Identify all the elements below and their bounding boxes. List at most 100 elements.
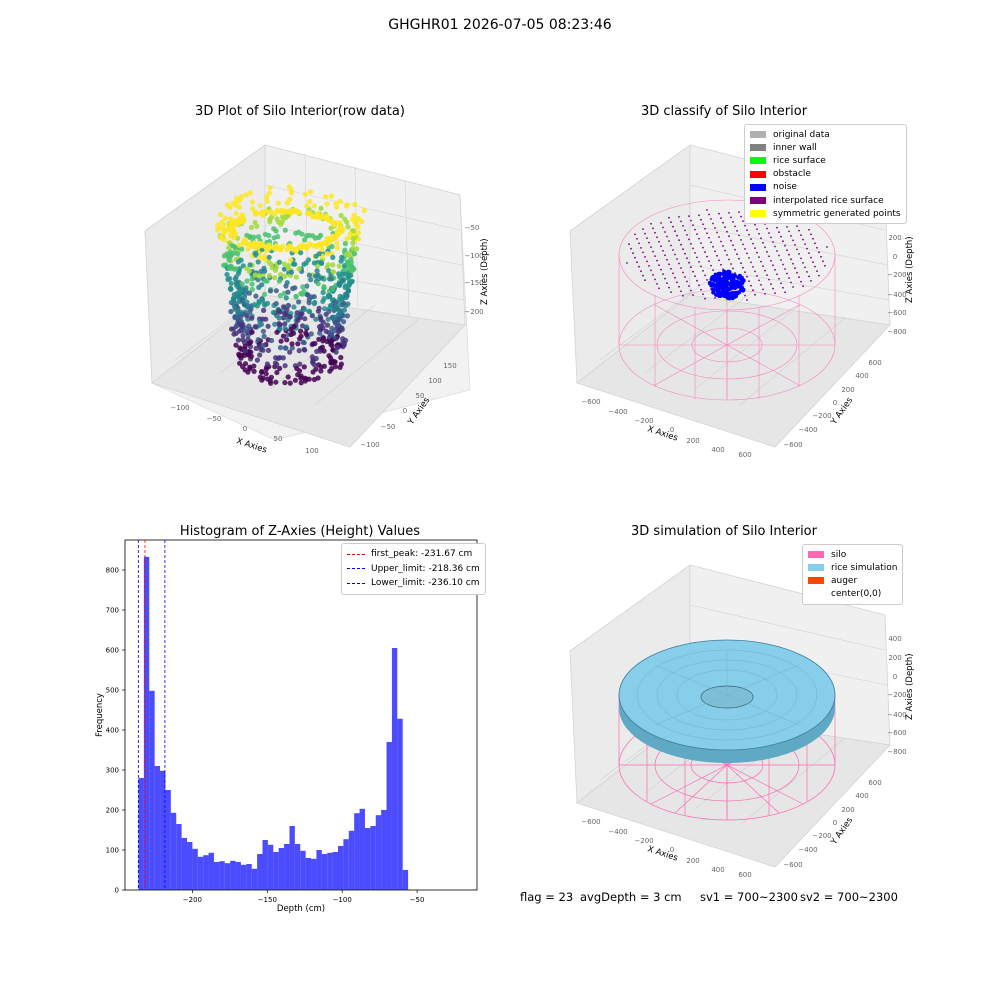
- scatter-point: [277, 322, 282, 327]
- surface-point: [810, 280, 812, 282]
- surface-point: [690, 243, 692, 245]
- scatter-point: [244, 300, 249, 305]
- surface-point: [692, 248, 694, 250]
- scatter-point: [228, 309, 233, 314]
- scatter-point: [290, 286, 295, 291]
- surface-point: [770, 283, 772, 285]
- scatter-point: [218, 225, 223, 230]
- surface-point: [770, 237, 772, 239]
- scatter-point: [352, 202, 357, 207]
- plot2-ztick: −600: [887, 309, 906, 317]
- scatter-point: [298, 376, 303, 381]
- surface-point: [644, 233, 646, 235]
- scatter-point: [320, 299, 325, 304]
- scatter-point: [336, 281, 341, 286]
- histogram-bar: [289, 826, 294, 890]
- noise-point: [717, 276, 721, 280]
- scatter-point: [262, 334, 267, 339]
- surface-point: [716, 255, 718, 257]
- surface-point: [666, 282, 668, 284]
- scatter-point: [324, 201, 329, 206]
- scatter-point: [257, 255, 262, 260]
- surface-point: [648, 242, 650, 244]
- scatter-point: [231, 297, 236, 302]
- surface-point: [644, 279, 646, 281]
- histogram-bar: [306, 858, 311, 890]
- surface-point: [766, 228, 768, 230]
- surface-point: [656, 260, 658, 262]
- legend-item: rice surface: [750, 154, 901, 167]
- surface-point: [696, 257, 698, 259]
- scatter-point: [307, 297, 312, 302]
- legend-label: Lower_limit: -236.10 cm: [371, 578, 479, 588]
- surface-point: [772, 241, 774, 243]
- scatter-point: [362, 208, 367, 213]
- surface-point: [680, 290, 682, 292]
- surface-point: [768, 279, 770, 281]
- surface-point: [688, 285, 690, 287]
- histogram-bar: [187, 842, 192, 890]
- scatter-point: [326, 353, 331, 358]
- scatter-point: [312, 341, 317, 346]
- plot2-ytick: −600: [783, 441, 802, 449]
- surface-point: [660, 245, 662, 247]
- scatter-point: [247, 291, 252, 296]
- scatter-point: [307, 199, 312, 204]
- scatter-point: [294, 209, 300, 215]
- scatter-point: [304, 324, 309, 329]
- scatter-point: [307, 241, 313, 247]
- surface-point: [756, 228, 758, 230]
- scatter-point: [321, 241, 327, 247]
- scatter-point: [309, 331, 314, 336]
- scatter-point: [338, 199, 343, 204]
- scatter-point: [335, 345, 340, 350]
- histogram-bar: [225, 863, 230, 890]
- surface-point: [636, 238, 638, 240]
- surface-point: [714, 250, 716, 252]
- scatter-point: [299, 334, 304, 339]
- scatter-point: [350, 241, 355, 246]
- plot1-ytick: −50: [381, 423, 396, 431]
- scatter-point: [345, 224, 350, 229]
- plot2-zlabel: Z Axies (Depth): [905, 236, 915, 303]
- scatter-point: [294, 275, 299, 280]
- plot2-ztick: 0: [893, 253, 897, 261]
- surface-point: [744, 271, 746, 273]
- scatter-point: [337, 220, 343, 226]
- surface-point: [678, 263, 680, 265]
- legend-label: symmetric generated points: [773, 209, 901, 219]
- noise-point: [712, 278, 716, 282]
- scatter-point: [317, 331, 322, 336]
- scatter-point: [244, 233, 249, 238]
- surface-point: [698, 284, 700, 286]
- plot4-ytick: −600: [783, 861, 802, 869]
- surface-point: [720, 217, 722, 219]
- scatter-point: [289, 341, 294, 346]
- scatter-point: [234, 211, 239, 216]
- surface-point: [686, 281, 688, 283]
- scatter-point: [268, 185, 273, 190]
- scatter-point: [273, 268, 278, 273]
- scatter-point: [282, 274, 287, 279]
- scatter-point: [277, 355, 282, 360]
- scatter-point: [324, 329, 329, 334]
- scatter-point: [310, 357, 315, 362]
- surface-point: [698, 261, 700, 263]
- surface-point: [714, 297, 716, 299]
- scatter-point: [236, 259, 241, 264]
- scatter-point: [274, 228, 279, 233]
- plot1-xtick: 50: [274, 435, 283, 443]
- scatter-point: [352, 251, 357, 256]
- surface-point: [636, 261, 638, 263]
- noise-point: [736, 275, 740, 279]
- plot2-ytick: 200: [841, 386, 854, 394]
- surface-point: [682, 272, 684, 274]
- scatter-point: [339, 297, 344, 302]
- surface-point: [650, 270, 652, 272]
- legend-swatch: [750, 131, 766, 138]
- scatter-point: [326, 262, 331, 267]
- surface-point: [686, 234, 688, 236]
- surface-point: [702, 270, 704, 272]
- histogram-y-ticks: 0100200300400500600700800: [106, 567, 125, 895]
- surface-point: [698, 238, 700, 240]
